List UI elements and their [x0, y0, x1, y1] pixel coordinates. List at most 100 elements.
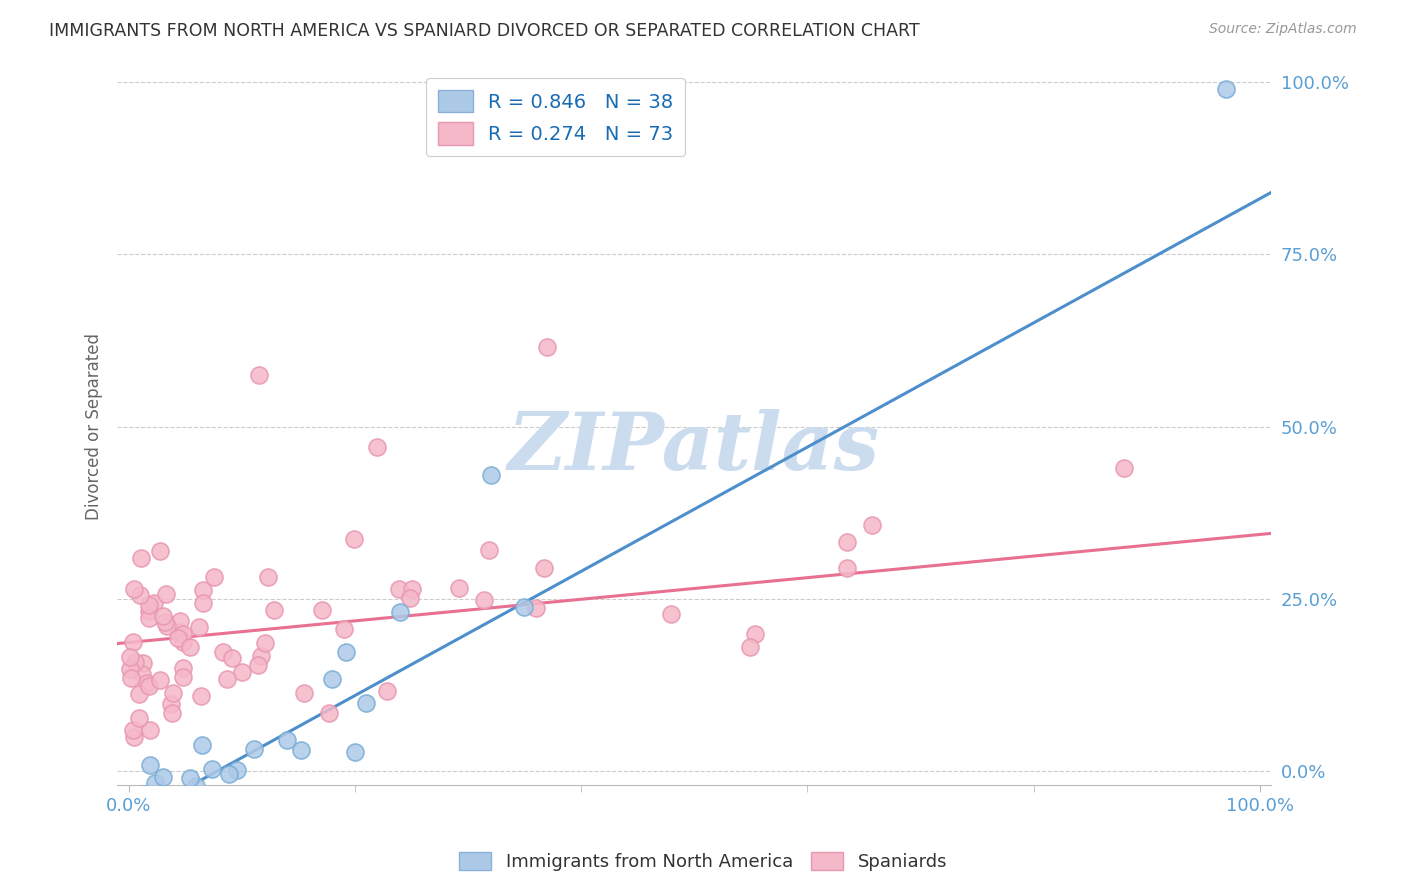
- Point: [162, 686, 184, 700]
- Point: [218, 766, 240, 780]
- Point: [744, 627, 766, 641]
- Point: [335, 645, 357, 659]
- Point: [138, 611, 160, 625]
- Point: [321, 672, 343, 686]
- Point: [257, 570, 280, 584]
- Point: [399, 591, 422, 605]
- Point: [118, 661, 141, 675]
- Point: [129, 551, 152, 566]
- Point: [202, 570, 225, 584]
- Point: [172, 635, 194, 649]
- Point: [149, 847, 172, 861]
- Point: [191, 582, 214, 597]
- Point: [172, 661, 194, 675]
- Point: [263, 602, 285, 616]
- Point: [152, 770, 174, 784]
- Text: Source: ZipAtlas.com: Source: ZipAtlas.com: [1209, 22, 1357, 37]
- Point: [145, 824, 167, 838]
- Point: [179, 640, 201, 654]
- Point: [835, 534, 858, 549]
- Point: [231, 665, 253, 680]
- Point: [153, 615, 176, 629]
- Point: [190, 690, 212, 704]
- Point: [169, 614, 191, 628]
- Point: [472, 592, 495, 607]
- Legend: R = 0.846   N = 38, R = 0.274   N = 73: R = 0.846 N = 38, R = 0.274 N = 73: [426, 78, 685, 156]
- Point: [121, 826, 143, 840]
- Point: [172, 627, 194, 641]
- Point: [128, 710, 150, 724]
- Point: [375, 683, 398, 698]
- Point: [132, 787, 155, 801]
- Point: [128, 797, 150, 812]
- Point: [138, 598, 160, 612]
- Point: [447, 582, 470, 596]
- Point: [138, 604, 160, 618]
- Point: [135, 675, 157, 690]
- Point: [174, 796, 197, 810]
- Point: [176, 797, 198, 812]
- Point: [246, 657, 269, 672]
- Point: [167, 625, 190, 640]
- Point: [141, 798, 163, 813]
- Point: [247, 368, 270, 382]
- Point: [186, 844, 208, 858]
- Point: [200, 762, 222, 776]
- Point: [253, 636, 276, 650]
- Point: [276, 733, 298, 747]
- Point: [179, 771, 201, 785]
- Point: [122, 730, 145, 744]
- Point: [190, 793, 212, 807]
- Point: [138, 680, 160, 694]
- Point: [212, 645, 235, 659]
- Point: [184, 779, 207, 793]
- Point: [166, 631, 188, 645]
- Point: [118, 650, 141, 665]
- Point: [122, 635, 145, 649]
- Point: [479, 467, 502, 482]
- Point: [388, 605, 411, 619]
- Point: [333, 622, 356, 636]
- Point: [149, 820, 172, 834]
- Point: [124, 655, 146, 669]
- Point: [292, 685, 315, 699]
- Point: [221, 651, 243, 665]
- Point: [120, 671, 142, 685]
- Point: [142, 597, 165, 611]
- Point: [124, 582, 146, 597]
- Point: [132, 656, 155, 670]
- Point: [149, 544, 172, 558]
- Text: ZIPatlas: ZIPatlas: [508, 409, 880, 487]
- Point: [250, 649, 273, 664]
- Point: [217, 673, 239, 687]
- Point: [143, 775, 166, 789]
- Point: [131, 805, 153, 820]
- Point: [478, 542, 501, 557]
- Point: [139, 758, 162, 772]
- Point: [121, 802, 143, 816]
- Point: [343, 745, 366, 759]
- Legend: Immigrants from North America, Spaniards: Immigrants from North America, Spaniards: [451, 845, 955, 879]
- Point: [139, 723, 162, 737]
- Point: [149, 673, 172, 687]
- Point: [524, 601, 547, 615]
- Point: [138, 847, 160, 861]
- Point: [131, 867, 153, 881]
- Point: [128, 588, 150, 602]
- Point: [131, 666, 153, 681]
- Point: [533, 561, 555, 575]
- Point: [401, 582, 423, 596]
- Point: [226, 763, 249, 777]
- Y-axis label: Divorced or Separated: Divorced or Separated: [86, 333, 103, 520]
- Point: [388, 582, 411, 596]
- Point: [152, 609, 174, 624]
- Text: IMMIGRANTS FROM NORTH AMERICA VS SPANIARD DIVORCED OR SEPARATED CORRELATION CHAR: IMMIGRANTS FROM NORTH AMERICA VS SPANIAR…: [49, 22, 920, 40]
- Point: [366, 440, 388, 454]
- Point: [536, 341, 558, 355]
- Point: [243, 741, 266, 756]
- Point: [188, 619, 211, 633]
- Point: [290, 743, 312, 757]
- Point: [239, 798, 262, 813]
- Point: [835, 561, 858, 575]
- Point: [122, 723, 145, 737]
